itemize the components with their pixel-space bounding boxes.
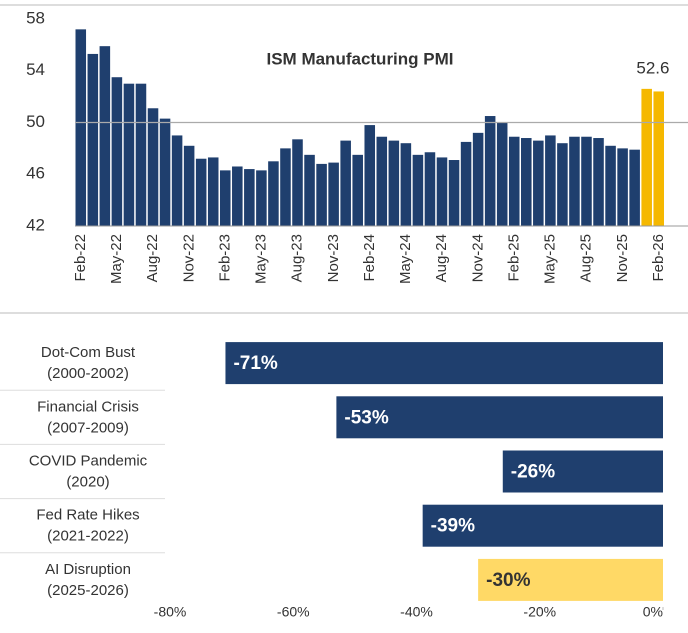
bar bbox=[629, 149, 640, 226]
x-tick-label: Aug-22 bbox=[144, 234, 161, 282]
value-label: -39% bbox=[431, 516, 475, 537]
bar bbox=[111, 77, 123, 226]
x-tick-label: Nov-24 bbox=[469, 234, 486, 282]
x-tick-label: Nov-23 bbox=[325, 234, 342, 282]
bar bbox=[436, 157, 448, 226]
bar bbox=[400, 143, 412, 226]
bar bbox=[268, 161, 279, 226]
bar bbox=[502, 450, 663, 493]
x-tick-label: May-25 bbox=[542, 234, 559, 284]
bar bbox=[352, 154, 363, 226]
x-tick-label: Aug-24 bbox=[433, 234, 450, 282]
bar bbox=[135, 83, 147, 226]
value-label: -26% bbox=[511, 462, 555, 483]
annotation: 52.6 bbox=[636, 58, 669, 77]
category-label: Fed Rate Hikes bbox=[36, 507, 139, 524]
x-tick-label: Nov-25 bbox=[614, 234, 631, 282]
bar bbox=[545, 135, 556, 226]
x-tick-label: Feb-22 bbox=[72, 234, 89, 282]
bar bbox=[340, 140, 351, 226]
bar bbox=[195, 158, 207, 226]
x-tick-label: -60% bbox=[277, 604, 310, 620]
value-label: -53% bbox=[344, 407, 388, 428]
bar bbox=[292, 139, 303, 226]
bar bbox=[87, 53, 99, 227]
bar bbox=[304, 154, 315, 226]
bar bbox=[521, 138, 532, 226]
bar bbox=[159, 118, 171, 226]
category-label: (2020) bbox=[66, 473, 109, 490]
category-label: COVID Pandemic bbox=[29, 452, 148, 469]
bar bbox=[376, 136, 388, 226]
chart-title: ISM Manufacturing PMI bbox=[267, 49, 454, 68]
bar bbox=[484, 116, 496, 226]
bar bbox=[460, 141, 472, 226]
y-tick-label: 54 bbox=[26, 60, 45, 79]
bar bbox=[207, 157, 219, 226]
x-tick-label: May-24 bbox=[397, 234, 414, 284]
bar bbox=[336, 396, 663, 439]
x-tick-label: 0% bbox=[643, 604, 663, 620]
bar bbox=[219, 170, 231, 226]
bar bbox=[472, 132, 484, 226]
x-tick-label: Feb-26 bbox=[650, 234, 667, 282]
bar bbox=[183, 145, 195, 226]
category-label: (2007-2009) bbox=[47, 419, 129, 436]
category-label: (2021-2022) bbox=[47, 528, 129, 545]
bar bbox=[256, 170, 267, 226]
bar bbox=[617, 148, 628, 226]
x-tick-label: May-23 bbox=[253, 234, 270, 284]
bar bbox=[533, 140, 544, 226]
x-tick-label: May-22 bbox=[108, 234, 125, 284]
x-tick-label: Aug-23 bbox=[289, 234, 306, 282]
bar bbox=[422, 504, 663, 547]
category-label: Financial Crisis bbox=[37, 398, 139, 415]
bar bbox=[557, 143, 568, 226]
y-tick-label: 46 bbox=[26, 164, 45, 183]
x-tick-label: Feb-25 bbox=[505, 234, 522, 282]
bar bbox=[171, 135, 183, 226]
bar bbox=[593, 138, 604, 226]
bar bbox=[424, 152, 436, 226]
x-tick-label: Nov-22 bbox=[180, 234, 197, 282]
bar bbox=[641, 88, 652, 226]
bar bbox=[653, 91, 664, 226]
bar bbox=[75, 29, 87, 226]
bar bbox=[280, 148, 291, 226]
bar bbox=[99, 46, 111, 227]
x-tick-label: Feb-23 bbox=[216, 234, 233, 282]
bar bbox=[328, 162, 339, 226]
bar bbox=[244, 169, 255, 226]
bar bbox=[232, 166, 243, 226]
value-label: -71% bbox=[233, 353, 277, 374]
bar bbox=[123, 83, 135, 226]
bar bbox=[496, 122, 508, 226]
bar bbox=[364, 125, 376, 226]
category-label: AI Disruption bbox=[45, 561, 131, 578]
category-label: (2025-2026) bbox=[47, 582, 129, 599]
bar bbox=[508, 136, 520, 226]
y-tick-label: 58 bbox=[26, 8, 45, 27]
y-tick-label: 50 bbox=[26, 112, 45, 131]
category-label: (2000-2002) bbox=[47, 365, 129, 382]
x-tick-label: Aug-25 bbox=[578, 234, 595, 282]
category-label: Dot-Com Bust bbox=[41, 344, 136, 361]
bar bbox=[412, 154, 424, 226]
y-tick-label: 42 bbox=[26, 215, 45, 234]
bar bbox=[605, 145, 616, 226]
x-tick-label: -40% bbox=[400, 604, 433, 620]
bar bbox=[581, 136, 592, 226]
bar bbox=[448, 160, 460, 226]
x-tick-label: Feb-24 bbox=[361, 234, 378, 282]
bar bbox=[316, 163, 327, 226]
bar bbox=[147, 108, 159, 226]
x-tick-label: -80% bbox=[154, 604, 187, 620]
bar bbox=[388, 140, 400, 226]
bar bbox=[569, 136, 580, 226]
value-label: -30% bbox=[486, 570, 530, 591]
bar bbox=[478, 558, 663, 601]
bar bbox=[225, 342, 663, 385]
x-tick-label: -20% bbox=[523, 604, 556, 620]
